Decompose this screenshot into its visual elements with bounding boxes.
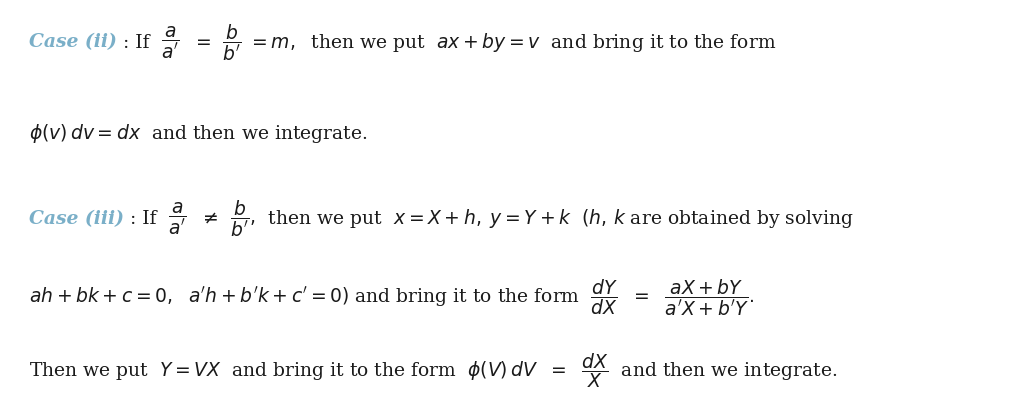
Text: Case (ii): Case (ii) (29, 34, 117, 51)
Text: $\dfrac{b}{b'}$: $\dfrac{b}{b'}$ (222, 22, 242, 63)
Text: $\dfrac{a}{a'}$: $\dfrac{a}{a'}$ (168, 200, 186, 237)
Text: : If: : If (124, 210, 168, 228)
Text: $\phi(v)\,dv = dx$  and then we integrate.: $\phi(v)\,dv = dx$ and then we integrate… (29, 122, 368, 145)
Text: $=$: $=$ (179, 34, 222, 51)
Text: then we put  $x = X+h,\; y = Y+k$  $(h,\, k$ are obtained by solving: then we put $x = X+h,\; y = Y+k$ $(h,\, … (256, 207, 853, 230)
Text: $\dfrac{a}{a'}$: $\dfrac{a}{a'}$ (161, 24, 179, 61)
Text: : If: : If (117, 34, 161, 51)
Text: $\dfrac{b}{b'},$: $\dfrac{b}{b'},$ (229, 198, 256, 239)
Text: Then we put  $Y = VX$  and bring it to the form  $\phi(V)\,dV$  $=$  $\dfrac{dX}: Then we put $Y = VX$ and bring it to the… (29, 351, 838, 390)
Text: Case (iii): Case (iii) (29, 210, 124, 228)
Text: $\neq$: $\neq$ (186, 210, 229, 228)
Text: $= m,$  then we put  $ax+by=v$  and bring it to the form: $= m,$ then we put $ax+by=v$ and bring i… (242, 31, 776, 54)
Text: $ah+bk+c=0,\ \ a'h + b'k + c' = 0)$ and bring it to the form  $\dfrac{dY}{dX}$  : $ah+bk+c=0,\ \ a'h + b'k + c' = 0)$ and … (29, 277, 754, 318)
